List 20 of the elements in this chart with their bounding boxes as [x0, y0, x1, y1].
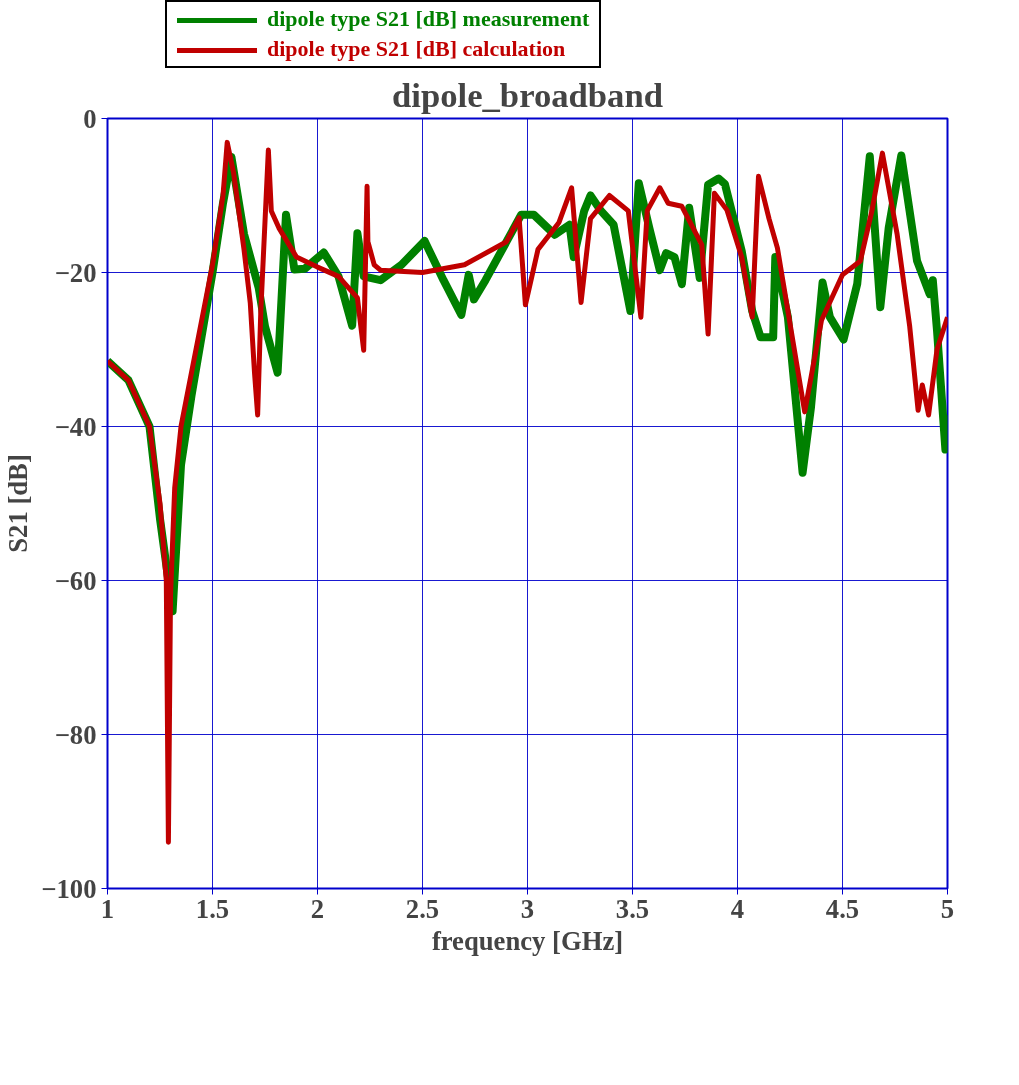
x-tick-label: 4: [730, 893, 745, 924]
y-tick-label: −60: [54, 565, 97, 596]
y-tick-label: −80: [54, 719, 97, 750]
x-tick-label: 2.5: [405, 893, 440, 924]
x-tick-label: 3.5: [615, 893, 650, 924]
y-tick-label: 0: [83, 103, 97, 134]
x-tick-label: 2: [310, 893, 325, 924]
y-tick-label: −100: [41, 873, 97, 904]
legend-label: dipole type S21 [dB] calculation: [267, 36, 566, 61]
x-tick-label: 4.5: [825, 893, 860, 924]
chart-title: dipole_broadband: [392, 75, 663, 114]
x-tick-label: 3: [520, 893, 535, 924]
y-tick-label: −40: [54, 411, 97, 442]
x-axis-title: frequency [GHz]: [431, 925, 624, 956]
y-axis-title: S21 [dB]: [3, 454, 34, 553]
legend-label: dipole type S21 [dB] measurement: [267, 6, 590, 31]
x-tick-label: 5: [940, 893, 955, 924]
x-tick-label: 1.5: [195, 893, 230, 924]
x-tick-label: 1: [100, 893, 115, 924]
y-tick-label: −20: [54, 257, 97, 288]
